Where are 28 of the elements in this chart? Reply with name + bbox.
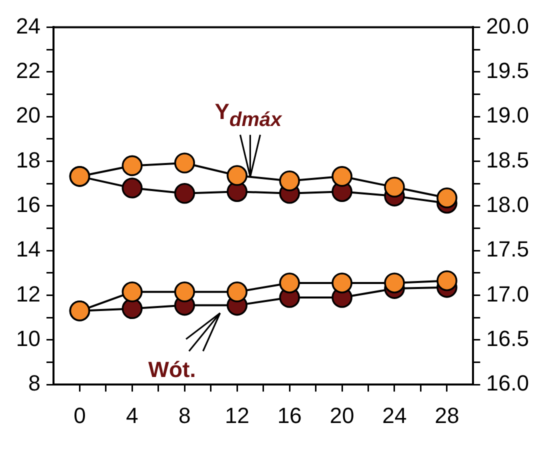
- y2-tick-label: 19.5: [486, 58, 530, 83]
- annotation: Ydmáx: [214, 98, 283, 131]
- y-tick-label: 22: [16, 58, 40, 83]
- y-tick-label: 24: [16, 13, 40, 38]
- y-tick-label: 10: [16, 326, 40, 351]
- y2-tick-label: 20.0: [486, 13, 530, 38]
- y2-tick-label: 17.5: [486, 236, 530, 262]
- y2-tick-label: 18.0: [486, 192, 530, 217]
- x-tick-label: 24: [382, 402, 407, 428]
- y2-tick-label: 16.5: [486, 326, 530, 351]
- x-tick-label: 20: [330, 402, 354, 428]
- y-tick-label: 18: [16, 147, 40, 172]
- x-tick-label: 12: [224, 402, 250, 428]
- y2-tick-label: 17.0: [486, 281, 530, 306]
- x-tick-label: 4: [126, 402, 138, 428]
- y-tick-label: 16: [16, 192, 40, 217]
- y2-tick-label: 16.0: [486, 370, 530, 396]
- x-tick-label: 16: [277, 402, 302, 428]
- x-tick-label: 8: [178, 402, 191, 428]
- annotation: Wót.: [148, 357, 196, 382]
- y2-tick-label: 19.0: [486, 102, 530, 128]
- x-tick-label: 0: [74, 402, 86, 428]
- y2-tick-label: 18.5: [486, 147, 530, 172]
- y-tick-label: 14: [16, 236, 40, 262]
- x-tick-label: 28: [434, 402, 460, 428]
- y-tick-label: 20: [16, 102, 40, 128]
- y-tick-label: 8: [28, 370, 40, 396]
- y-tick-label: 12: [16, 281, 40, 306]
